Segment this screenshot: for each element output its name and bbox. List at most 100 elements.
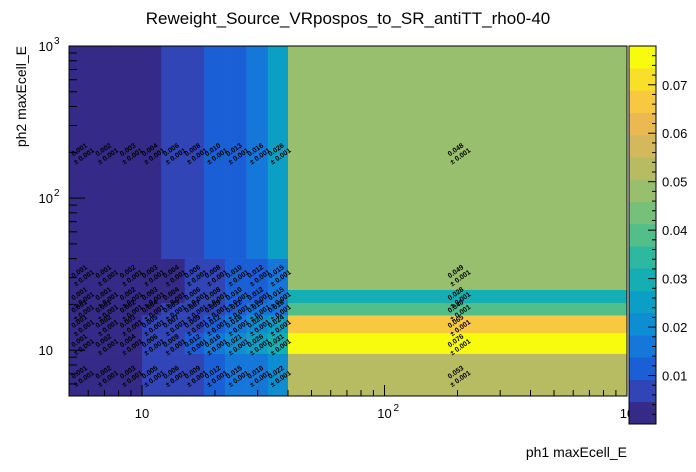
heatmap-cell — [225, 332, 247, 354]
heatmap-cell — [93, 315, 118, 334]
heatmap-cells — [69, 46, 628, 397]
colorbar-segment — [629, 157, 656, 180]
colorbar-segment — [629, 68, 656, 91]
heatmap-cell — [203, 353, 226, 397]
heatmap-cell — [184, 46, 205, 259]
colorbar-tick-label: 0.04 — [662, 223, 687, 238]
y-tick-exponent: 3 — [54, 36, 60, 47]
heatmap-cell — [93, 302, 118, 316]
heatmap-cell — [117, 46, 143, 259]
heatmap-cell — [161, 289, 186, 304]
heatmap-cell — [141, 258, 162, 290]
heatmap-cell — [69, 258, 94, 290]
heatmap-cell — [225, 353, 247, 397]
heatmap-cell — [93, 332, 118, 354]
heatmap-cell — [69, 289, 94, 304]
heatmap-cell — [246, 46, 269, 259]
heatmap-cell — [69, 315, 94, 334]
heatmap-cell — [141, 302, 162, 316]
heatmap-cell — [267, 353, 289, 397]
colorbar-tick-label: 0.01 — [662, 369, 687, 384]
heatmap-cell — [117, 332, 143, 354]
y-tick-exponent: 2 — [54, 188, 60, 199]
heatmap-cell — [287, 315, 628, 334]
x-axis-label: ph1 maxEcell_E — [526, 444, 627, 460]
heatmap-cell — [184, 289, 205, 304]
colorbar-frame — [628, 45, 657, 425]
heatmap-cell — [203, 289, 226, 304]
heatmap-cell — [267, 315, 289, 334]
heatmap-cell — [161, 332, 186, 354]
y-tick-label: 10 — [39, 39, 53, 54]
colorbar-segment — [629, 401, 656, 425]
heatmap-cell — [225, 46, 247, 259]
heatmap-cell — [117, 353, 143, 397]
colorbar-segment — [629, 312, 656, 336]
colorbar-segment — [629, 268, 656, 291]
heatmap-cell — [287, 332, 628, 354]
heatmap-cell — [246, 289, 269, 304]
x-tick-exponent: 2 — [393, 403, 399, 414]
heatmap-cell — [141, 332, 162, 354]
colorbar-segment — [629, 134, 656, 158]
heatmap-cell — [141, 353, 162, 397]
colorbar-segment — [629, 201, 656, 225]
colorbar-tick-label: 0.06 — [662, 126, 687, 141]
colorbar-tick-label: 0.03 — [662, 272, 687, 287]
heatmap-cell — [267, 46, 289, 259]
heatmap-cell — [287, 289, 628, 304]
heatmap-cell — [93, 353, 118, 397]
heatmap-cell — [246, 258, 269, 290]
colorbar-tick-label: 0.05 — [662, 175, 687, 190]
heatmap-cell — [184, 302, 205, 316]
heatmap-cell — [117, 289, 143, 304]
heatmap-cell — [161, 315, 186, 334]
colorbar-segment — [629, 112, 656, 136]
heatmap-cell — [117, 302, 143, 316]
heatmap-cell — [267, 302, 289, 316]
heatmap-cell — [117, 315, 143, 334]
colorbar: 0.01 0.02 0.03 0.04 0.05 0.06 0.07 — [628, 45, 687, 425]
colorbar-segment — [629, 90, 656, 114]
heatmap-cell — [203, 332, 226, 354]
colorbar-segment — [629, 357, 656, 380]
heatmap-cell — [246, 315, 269, 334]
colorbar-tick-label: 0.02 — [662, 320, 687, 335]
heatmap-cell — [93, 46, 118, 259]
heatmap-cell — [161, 46, 186, 259]
heatmap-cell — [287, 46, 628, 259]
heatmap-cell — [161, 258, 186, 290]
heatmap-cell — [141, 46, 162, 259]
plot-frame — [68, 45, 628, 397]
colorbar-segment — [629, 46, 656, 69]
heatmap-cell — [161, 353, 186, 397]
y-axis-label: ph2 maxEcell_E — [13, 46, 29, 147]
colorbar-segment — [629, 246, 656, 269]
colorbar-segment — [629, 379, 656, 403]
colorbar-segment — [629, 335, 656, 358]
heatmap-cell — [203, 315, 226, 334]
heatmap-cell — [69, 353, 94, 397]
heatmap-cell — [287, 302, 628, 316]
heatmap-cell — [246, 353, 269, 397]
heatmap-cell — [184, 353, 205, 397]
x-tick-label: 10 — [135, 406, 149, 421]
heatmap-cell — [225, 315, 247, 334]
y-tick-label: 10 — [39, 343, 53, 358]
heatmap-cell — [117, 258, 143, 290]
heatmap-cell — [267, 289, 289, 304]
y-tick-label: 10 — [39, 191, 53, 206]
heatmap-cell — [203, 302, 226, 316]
heatmap-cell — [69, 332, 94, 354]
heatmap-cell — [246, 302, 269, 316]
heatmap-cell — [203, 46, 226, 259]
heatmap-cell — [141, 289, 162, 304]
chart-title: Reweight_Source_VRpospos_to_SR_antiTT_rh… — [146, 9, 550, 28]
colorbar-segment — [629, 223, 656, 247]
heatmap-cell — [184, 258, 205, 290]
colorbar-segment — [629, 290, 656, 314]
heatmap-cell — [225, 289, 247, 304]
heatmap-cell — [225, 302, 247, 316]
